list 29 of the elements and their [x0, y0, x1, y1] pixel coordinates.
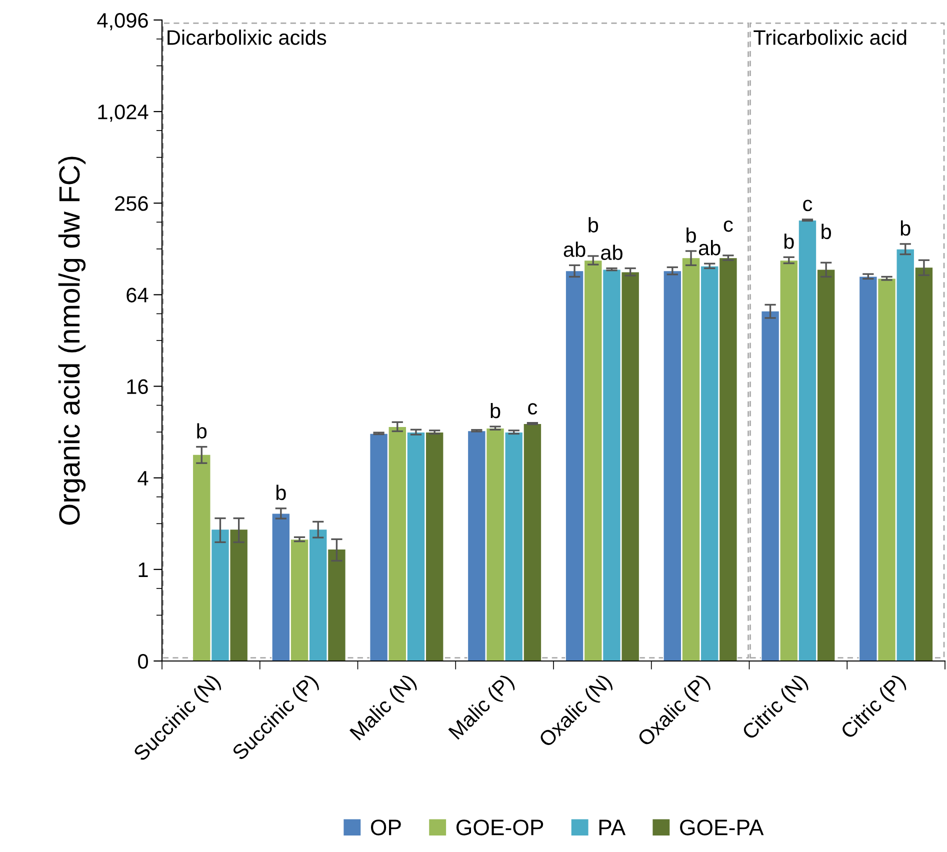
legend-label: GOE-PA	[680, 820, 764, 836]
y-tick-label: 4,096	[97, 13, 148, 30]
y-tick-label: 0	[138, 654, 148, 669]
annotation: Tricarbolixic acid	[754, 30, 906, 45]
data-label: ab	[564, 242, 586, 257]
data-label: b	[588, 217, 598, 232]
data-label: c	[724, 220, 733, 232]
data-label: b	[197, 423, 207, 439]
y-tick-label: 256	[115, 196, 148, 211]
data-label: c	[803, 200, 812, 212]
y-tick-label: 1	[138, 562, 148, 577]
data-label: b	[822, 224, 831, 240]
annotation: Dicarbolixic acids	[168, 30, 326, 45]
data-label: c	[528, 403, 538, 415]
legend-label: GOE-OP	[456, 820, 544, 836]
legend-label: OP	[370, 820, 401, 836]
data-label: b	[490, 402, 500, 418]
data-label: b	[784, 234, 794, 249]
legend-label: PA	[599, 820, 626, 836]
data-label: ab	[698, 240, 720, 256]
data-label: b	[686, 227, 696, 243]
y-tick-label: 16	[127, 379, 148, 394]
y-axis-title: Organic acid (nmol/g dw FC)	[58, 156, 86, 525]
data-label: b	[276, 484, 286, 500]
data-label: b	[900, 220, 910, 236]
y-tick-label: 64	[126, 288, 148, 302]
y-tick-label: 1,024	[98, 104, 148, 122]
y-tick-label: 4	[138, 471, 148, 486]
data-label: ab	[601, 244, 622, 260]
